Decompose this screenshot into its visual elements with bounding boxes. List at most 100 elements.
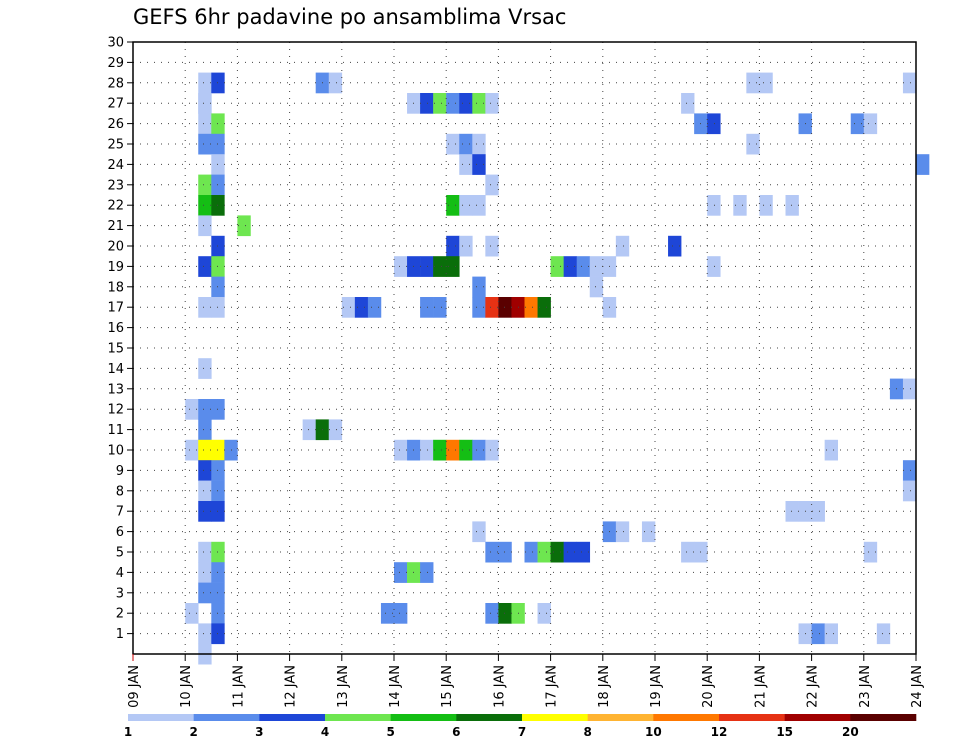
heatmap-cell xyxy=(472,195,486,216)
heatmap-cell xyxy=(811,501,825,522)
colorbar-segment xyxy=(850,714,917,721)
heatmap-cell xyxy=(707,256,721,277)
y-tick-label: 1 xyxy=(116,627,124,642)
y-tick-label: 29 xyxy=(107,56,124,71)
heatmap-cell xyxy=(589,276,604,298)
y-tick-label: 6 xyxy=(116,525,124,540)
heatmap-cell xyxy=(850,113,865,135)
heatmap-cell xyxy=(472,276,486,298)
colorbar-label: 1 xyxy=(124,725,132,739)
heatmap-cell xyxy=(863,113,878,135)
heatmap-cell xyxy=(746,133,760,155)
heatmap-cell xyxy=(524,297,538,318)
heatmap-cell xyxy=(498,603,512,624)
heatmap-cell xyxy=(433,256,447,277)
heatmap-cell xyxy=(733,195,747,216)
colorbar-segment xyxy=(653,714,720,721)
heatmap-cell xyxy=(198,480,212,502)
heatmap-cell xyxy=(902,72,917,94)
colorbar-label: 4 xyxy=(321,725,329,739)
heatmap-cell xyxy=(498,297,512,318)
y-tick-label: 28 xyxy=(107,76,124,91)
y-tick-label: 12 xyxy=(107,403,124,418)
heatmap-cell xyxy=(198,195,212,216)
heatmap-cell xyxy=(367,297,382,318)
heatmap-cell xyxy=(198,501,212,522)
heatmap-cell xyxy=(328,419,343,441)
colorbar-segment xyxy=(193,714,260,721)
heatmap-cell xyxy=(394,603,408,624)
colorbar-label: 5 xyxy=(386,725,394,739)
x-tick-label: 09 JAN xyxy=(127,665,142,708)
y-tick-label: 20 xyxy=(107,240,124,255)
heatmap-cell xyxy=(198,439,212,461)
heatmap-cell xyxy=(446,235,460,257)
heatmap-cell xyxy=(198,297,212,318)
y-tick-label: 22 xyxy=(107,199,124,214)
x-tick-label: 20 JAN xyxy=(701,665,716,708)
colorbar-label: 8 xyxy=(583,725,591,739)
heatmap-cell xyxy=(433,93,447,114)
heatmap-cell xyxy=(198,623,212,645)
x-tick-label: 23 JAN xyxy=(858,665,873,708)
colorbar-label: 15 xyxy=(776,725,793,739)
heatmap-cell xyxy=(863,541,878,563)
x-tick-label: 13 JAN xyxy=(336,665,351,708)
x-tick-label: 10 JAN xyxy=(179,665,194,708)
y-tick-label: 11 xyxy=(107,423,124,438)
heatmap-cell xyxy=(198,174,212,196)
heatmap-cell xyxy=(550,541,564,563)
heatmap-cell xyxy=(681,541,695,563)
heatmap-cell xyxy=(902,378,917,400)
y-tick-label: 24 xyxy=(107,158,124,173)
y-tick-label: 4 xyxy=(116,566,124,581)
y-tick-label: 7 xyxy=(116,505,124,520)
x-tick-label: 12 JAN xyxy=(284,665,299,708)
heatmap-cell xyxy=(824,439,838,461)
y-tick-label: 9 xyxy=(116,464,124,479)
heatmap-cell xyxy=(485,235,499,257)
y-tick-label: 14 xyxy=(107,362,124,377)
x-tick-label: 22 JAN xyxy=(806,665,821,708)
y-tick-label: 2 xyxy=(116,607,124,622)
x-axis: 09 JAN 10 JAN 11 JAN 12 JAN 13 JAN 14 JAN 15 J… xyxy=(127,654,925,708)
heatmap-cell xyxy=(420,256,434,277)
heatmap-cell xyxy=(550,256,564,277)
heatmap-cell xyxy=(615,521,630,543)
heatmap-cell xyxy=(472,521,486,543)
heatmap-cell xyxy=(198,582,212,604)
heatmap-cell xyxy=(198,113,212,135)
heatmap-cell xyxy=(446,133,460,155)
y-tick-label: 5 xyxy=(116,546,124,561)
x-tick-label: 16 JAN xyxy=(492,665,507,708)
heatmap-cell xyxy=(537,541,551,563)
heatmap-cell xyxy=(459,154,473,175)
heatmap-cell xyxy=(472,297,486,318)
heatmap-cell xyxy=(759,195,773,216)
heatmap-cell xyxy=(185,399,199,420)
heatmap-cell xyxy=(824,623,838,645)
heatmap-cell xyxy=(198,419,212,441)
heatmap-cell xyxy=(459,133,473,155)
heatmap-cell xyxy=(420,297,434,318)
colorbar-segment xyxy=(325,714,391,721)
y-tick-label: 27 xyxy=(107,97,124,112)
heatmap-cell xyxy=(498,541,512,563)
heatmap-cell xyxy=(668,235,682,257)
heatmap-cell xyxy=(472,133,486,155)
heatmap-cell xyxy=(459,195,473,216)
colorbar-segment xyxy=(522,714,588,721)
heatmap-cell xyxy=(446,93,460,114)
heatmap-cell xyxy=(902,480,917,502)
y-tick-label: 15 xyxy=(107,342,124,357)
heatmap-cell xyxy=(198,133,212,155)
heatmap-cell xyxy=(198,72,212,94)
heatmap-cell xyxy=(759,72,773,94)
colorbar-label: 20 xyxy=(842,725,859,739)
heatmap-cell xyxy=(537,297,551,318)
heatmap-cell xyxy=(198,562,212,583)
x-tick-label: 15 JAN xyxy=(440,665,455,708)
heatmap-cell xyxy=(380,603,395,624)
heatmap-cell xyxy=(198,460,212,481)
